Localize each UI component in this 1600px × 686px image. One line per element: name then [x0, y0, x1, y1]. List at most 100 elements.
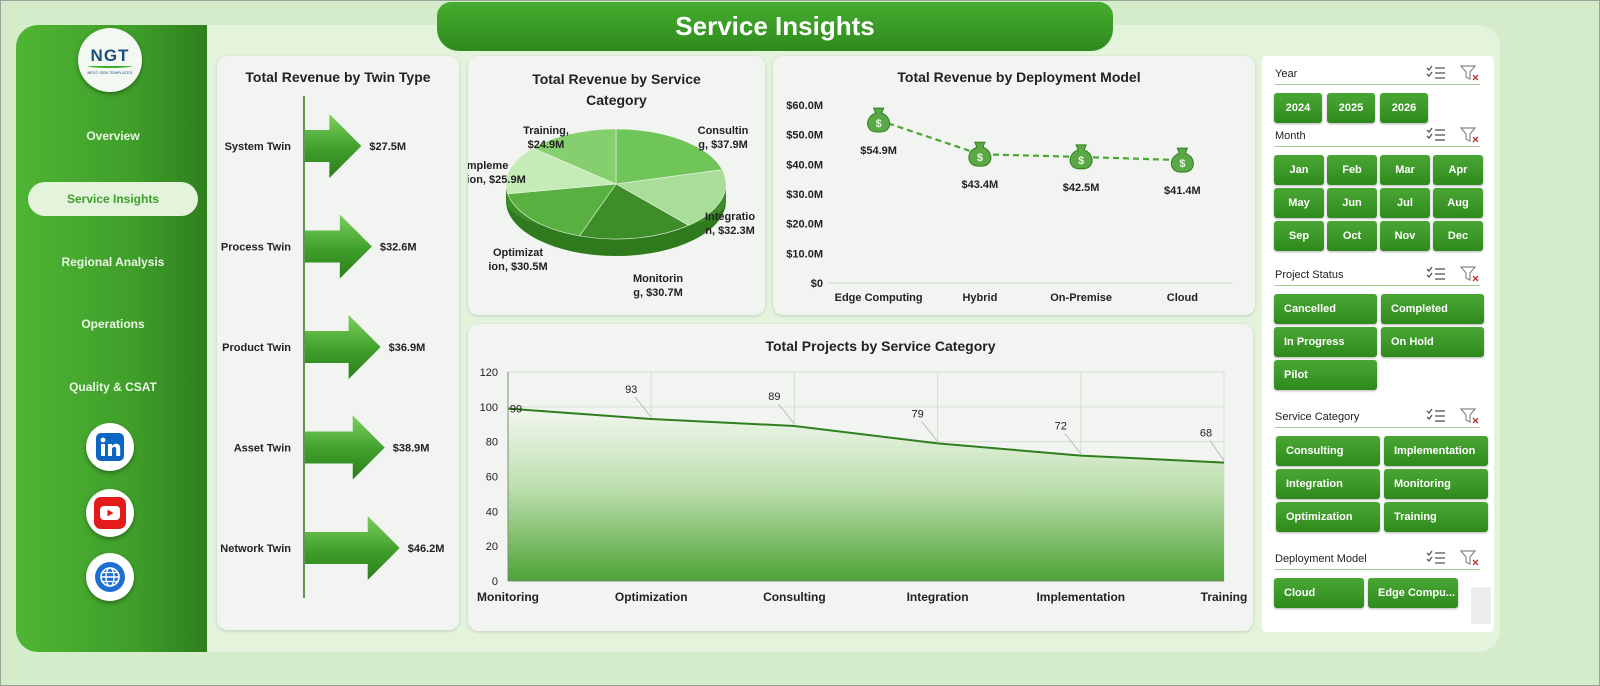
twin-value-label: $36.9M — [389, 342, 426, 354]
deployment-ytick-label: $0 — [811, 278, 823, 290]
pie-slice — [615, 128, 723, 185]
twin-arrow-bar — [305, 214, 372, 279]
month-option[interactable]: Apr — [1433, 155, 1483, 185]
year-option[interactable]: 2024 — [1274, 93, 1322, 123]
month-option[interactable]: Jun — [1327, 188, 1377, 218]
deployment-category-label: Edge Computing — [835, 292, 923, 304]
month-option[interactable]: Dec — [1433, 221, 1483, 251]
slicer-toolbar — [1426, 408, 1480, 427]
service-category-option[interactable]: Training — [1384, 502, 1488, 532]
multi-select-icon[interactable] — [1426, 266, 1446, 285]
pie-slice-label: Consultin g, $37.9M — [698, 125, 749, 151]
linkedin-icon — [96, 433, 124, 461]
month-option[interactable]: Mar — [1380, 155, 1430, 185]
project-status-option[interactable]: In Progress — [1274, 327, 1377, 357]
month-option[interactable]: Aug — [1433, 188, 1483, 218]
twin-value-label: $38.9M — [393, 443, 430, 455]
twin-type-chart: System Twin $27.5M Process Twin $32.6M Produ… — [220, 96, 444, 598]
globe-icon — [95, 562, 125, 592]
deployment-model-option[interactable]: Edge Compu... — [1368, 578, 1458, 608]
project-status-option[interactable]: Cancelled — [1274, 294, 1377, 324]
year-option[interactable]: 2026 — [1380, 93, 1428, 123]
clear-filter-icon[interactable] — [1459, 550, 1480, 569]
month-option[interactable]: Feb — [1327, 155, 1377, 185]
service-category-option[interactable]: Integration — [1276, 469, 1380, 499]
projects-category-label: Optimization — [615, 590, 688, 604]
service-category-option[interactable]: Implementation — [1384, 436, 1488, 466]
service-category-pie-card: Total Revenue by Service Category Consul… — [468, 56, 765, 315]
deployment-model-option[interactable]: Cloud — [1274, 578, 1364, 608]
deployment-value-label: $54.9M — [860, 145, 897, 157]
nav-item-operations[interactable]: Operations — [81, 317, 145, 331]
multi-select-icon[interactable] — [1426, 65, 1446, 84]
projects-value-label: 72 — [1055, 421, 1067, 433]
nav-item-service-insights[interactable]: Service Insights — [28, 182, 198, 216]
youtube-button[interactable] — [86, 489, 134, 537]
project-status-option[interactable]: On Hold — [1381, 327, 1484, 357]
projects-chart-title: Total Projects by Service Category — [765, 338, 996, 354]
sidebar: NGT NEXT GEN TEMPLATES Overview Service … — [16, 25, 207, 652]
money-bag-body — [867, 107, 891, 133]
slicer-toolbar — [1426, 266, 1480, 285]
twin-category-label: Network Twin — [220, 543, 291, 555]
deployment-ytick-label: $30.0M — [786, 189, 823, 201]
slicer-scrollbar[interactable] — [1471, 587, 1491, 624]
multi-select-icon[interactable] — [1426, 550, 1446, 569]
nav-item-overview[interactable]: Overview — [86, 129, 140, 143]
month-option[interactable]: Jul — [1380, 188, 1430, 218]
clear-filter-icon[interactable] — [1459, 266, 1480, 285]
logo: NGT NEXT GEN TEMPLATES — [78, 28, 142, 92]
twin-category-label: System Twin — [225, 141, 292, 153]
website-button[interactable] — [86, 553, 134, 601]
month-option[interactable]: Oct — [1327, 221, 1377, 251]
multi-select-icon[interactable] — [1426, 408, 1446, 427]
projects-category-label: Implementation — [1036, 590, 1125, 604]
money-bag-body — [968, 141, 992, 167]
projects-leader-line — [634, 396, 652, 418]
projects-value-label: 68 — [1200, 428, 1212, 440]
slicer-toolbar — [1426, 127, 1480, 146]
linkedin-button[interactable] — [86, 423, 134, 471]
deployment-model-slicer-header: Deployment Model — [1275, 548, 1480, 570]
month-option[interactable]: Nov — [1380, 221, 1430, 251]
clear-filter-icon[interactable] — [1459, 127, 1480, 146]
pie-chart-title: Total Revenue by Service Category — [532, 71, 701, 108]
deployment-ytick-label: $40.0M — [786, 159, 823, 171]
project-status-option[interactable]: Pilot — [1274, 360, 1377, 390]
twin-category-label: Process Twin — [221, 242, 291, 254]
project-status-option[interactable]: Completed — [1381, 294, 1484, 324]
money-bag-icon: $ — [1170, 147, 1194, 173]
projects-leader-line — [1064, 433, 1082, 454]
deployment-value-label: $42.5M — [1063, 182, 1100, 194]
logo-text: NGT — [90, 45, 130, 65]
service-category-option[interactable]: Optimization — [1276, 502, 1380, 532]
nav-item-quality-csat[interactable]: Quality & CSAT — [69, 380, 157, 394]
money-bag-icon: $ — [1069, 144, 1093, 170]
nav-item-regional-analysis[interactable]: Regional Analysis — [61, 255, 165, 269]
deployment-model-card: Total Revenue by Deployment Model $0 $10.… — [773, 56, 1255, 315]
logo-wave — [88, 64, 132, 68]
twin-type-chart-title: Total Revenue by Twin Type — [245, 69, 431, 85]
slicer-toolbar — [1426, 65, 1480, 84]
projects-leader-line — [921, 421, 938, 442]
pie-slice-label: Implementation, $25.9M — [468, 160, 526, 186]
month-option[interactable]: Sep — [1274, 221, 1324, 251]
service-category-option[interactable]: Consulting — [1276, 436, 1380, 466]
clear-filter-icon[interactable] — [1459, 65, 1480, 84]
month-option[interactable]: Jan — [1274, 155, 1324, 185]
year-option[interactable]: 2025 — [1327, 93, 1375, 123]
projects-category-label: Monitoring — [477, 590, 539, 604]
pie-slice — [579, 183, 690, 240]
projects-leader-line — [778, 403, 795, 425]
multi-select-icon[interactable] — [1426, 127, 1446, 146]
twin-arrow-bar — [305, 114, 362, 178]
projects-leader-line — [1209, 440, 1225, 461]
year-slicer-header: Year — [1275, 63, 1480, 85]
service-category-option[interactable]: Monitoring — [1384, 469, 1488, 499]
month-option[interactable]: May — [1274, 188, 1324, 218]
projects-ytick-label: 40 — [486, 506, 498, 518]
clear-filter-icon[interactable] — [1459, 408, 1480, 427]
twin-arrow-bar — [305, 516, 400, 580]
service-category-slicer-header: Service Category — [1275, 406, 1480, 428]
projects-series-line — [507, 407, 1225, 464]
